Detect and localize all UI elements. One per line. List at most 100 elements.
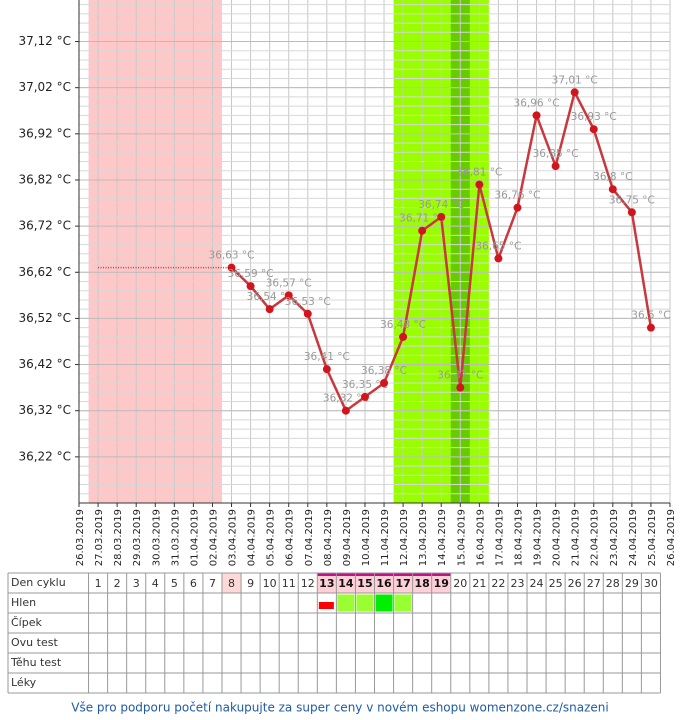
value-label: 36,74 °C	[418, 199, 464, 211]
x-tick-label: 02.04.2019	[208, 509, 219, 566]
y-tick-label: 36,72 °C	[18, 219, 71, 233]
cycle-day: 27	[587, 577, 601, 590]
marked-day	[393, 573, 413, 593]
x-tick-label: 08.04.2019	[323, 509, 334, 566]
cycle-day: 20	[453, 577, 467, 590]
x-tick-label: 18.04.2019	[513, 509, 524, 566]
value-label: 36,53 °C	[285, 296, 331, 308]
x-tick-label: 19.04.2019	[533, 509, 544, 566]
hlen-mark	[394, 594, 412, 612]
value-label: 36,93 °C	[571, 111, 617, 123]
x-tick-label: 14.04.2019	[437, 509, 448, 566]
x-tick-label: 27.03.2019	[94, 509, 105, 566]
y-tick-label: 36,82 °C	[18, 172, 71, 186]
value-label: 36,38 °C	[361, 365, 407, 377]
temperature-point	[322, 365, 331, 374]
x-tick-label: 30.03.2019	[151, 509, 162, 566]
value-label: 36,48 °C	[380, 319, 426, 331]
cycle-day: 8	[228, 577, 235, 590]
cycle-day: 1	[95, 577, 102, 590]
value-label: 36,32 °C	[323, 393, 369, 405]
x-tick-label: 03.04.2019	[228, 509, 239, 566]
y-tick-label: 36,52 °C	[18, 311, 71, 325]
x-tick-label: 23.04.2019	[609, 509, 620, 566]
cycle-day: 26	[568, 577, 582, 590]
cycle-day: 11	[282, 577, 296, 590]
temperature-point	[456, 383, 465, 392]
cycle-day: 14	[338, 577, 354, 590]
y-tick-label: 36,92 °C	[18, 126, 71, 140]
marked-day-top	[317, 573, 337, 576]
x-tick-label: 06.04.2019	[285, 509, 296, 566]
temperature-point	[551, 162, 560, 171]
cycle-day: 22	[491, 577, 505, 590]
marked-day	[336, 573, 356, 593]
value-label: 36,85 °C	[533, 148, 579, 160]
temperature-point	[246, 282, 255, 291]
temperature-point	[532, 111, 541, 120]
row-label: Čípek	[11, 616, 42, 629]
value-label: 36,76 °C	[494, 190, 540, 202]
temperature-point	[627, 208, 636, 217]
value-label: 37,01 °C	[552, 74, 598, 86]
footer-link[interactable]: Vše pro podporu početí nakupujte za supe…	[71, 701, 608, 715]
x-tick-label: 31.03.2019	[170, 509, 181, 566]
temperature-point	[303, 309, 312, 318]
cycle-day: 5	[171, 577, 178, 590]
value-label: 36,54 °C	[247, 291, 293, 303]
cycle-day: 29	[625, 577, 639, 590]
marked-day-top	[336, 573, 356, 576]
x-tick-label: 29.03.2019	[132, 509, 143, 566]
x-tick-label: 01.04.2019	[189, 509, 200, 566]
value-label: 36,71 °C	[399, 213, 445, 225]
value-label: 36,37 °C	[437, 370, 483, 382]
temperature-point	[341, 406, 350, 415]
marked-day-top	[355, 573, 375, 576]
cycle-day: 25	[549, 577, 563, 590]
x-tick-label: 28.03.2019	[113, 509, 124, 566]
x-tick-label: 12.04.2019	[399, 509, 410, 566]
y-tick-label: 36,62 °C	[18, 265, 71, 279]
y-tick-label: 37,02 °C	[18, 80, 71, 94]
cycle-day: 15	[357, 577, 372, 590]
x-tick-label: 16.04.2019	[475, 509, 486, 566]
y-tick-label: 36,42 °C	[18, 357, 71, 371]
cycle-day: 19	[434, 577, 449, 590]
temperature-point	[494, 254, 503, 263]
x-tick-label: 25.04.2019	[647, 509, 658, 566]
hlen-mark	[337, 594, 355, 612]
value-label: 36,57 °C	[266, 277, 312, 289]
shaded-day	[221, 573, 242, 593]
value-label: 36,41 °C	[304, 351, 350, 363]
x-tick-label: 04.04.2019	[247, 509, 258, 566]
cycle-day: 16	[376, 577, 392, 590]
temperature-point	[608, 185, 617, 194]
value-label: 36,65 °C	[475, 240, 521, 252]
row-label: Hlen	[11, 596, 36, 609]
value-label: 36,5 °C	[631, 310, 670, 322]
y-tick-label: 37,12 °C	[18, 34, 71, 48]
x-tick-label: 24.04.2019	[628, 509, 639, 566]
temperature-point	[265, 305, 274, 314]
x-tick-label: 22.04.2019	[590, 509, 601, 566]
y-tick-label: 36,22 °C	[18, 449, 71, 463]
cycle-day: 10	[263, 577, 277, 590]
hlen-mark	[356, 594, 374, 612]
temperature-point	[513, 203, 522, 212]
x-tick-label: 15.04.2019	[456, 509, 467, 566]
cycle-day: 13	[319, 577, 334, 590]
cycle-day: 9	[247, 577, 254, 590]
temperature-point	[399, 332, 408, 341]
marked-day-top	[412, 573, 432, 576]
marked-day	[412, 573, 432, 593]
value-label: 36,96 °C	[514, 97, 560, 109]
hlen-mark	[375, 594, 393, 612]
marked-day-top	[393, 573, 413, 576]
cycle-day: 17	[395, 577, 410, 590]
x-tick-label: 20.04.2019	[552, 509, 563, 566]
cycle-day: 30	[644, 577, 658, 590]
value-label: 36,75 °C	[609, 194, 655, 206]
temperature-point	[589, 125, 598, 134]
x-tick-label: 26.04.2019	[666, 509, 677, 566]
marked-day	[317, 573, 337, 593]
